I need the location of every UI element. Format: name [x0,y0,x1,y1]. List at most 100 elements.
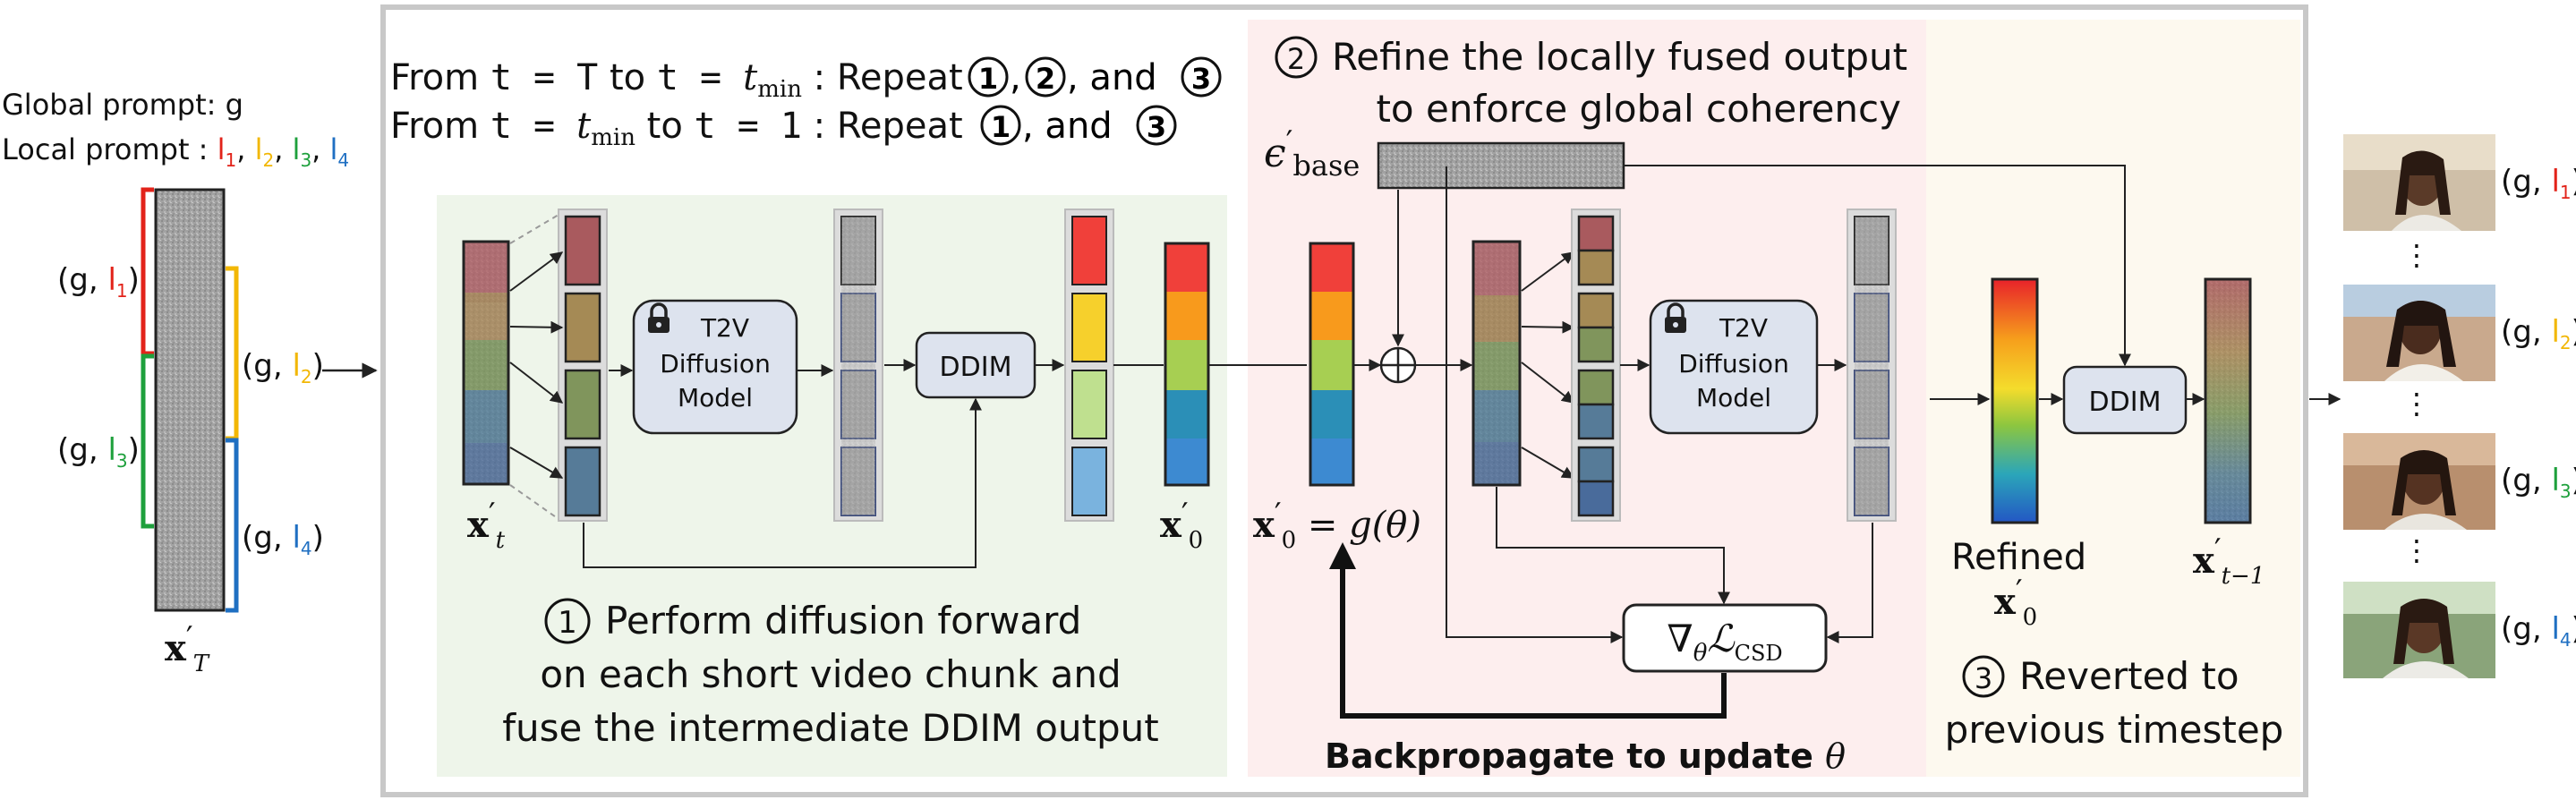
step3-text-2: previous timestep [1945,708,2284,752]
xT-noise-latent [154,188,226,612]
schedule-and-2: , and [1022,106,1113,147]
svg-text:3: 3 [1191,62,1211,96]
svg-text:1: 1 [978,62,998,96]
renoised-latent [1471,240,1522,487]
output-dots-1: ⋮ [2402,238,2431,272]
t2v-model-box-2: T2V Diffusion Model [1649,299,1819,435]
xtm1-label: x′t−1 [2193,532,2265,590]
x0-label: x′0 [1160,497,1203,554]
svg-text:T2V: T2V [700,313,749,343]
arrow-noisepred-to-loss [1826,523,1873,643]
lock-icon-2 [1665,302,1686,333]
output-label-3: (g, l3) [2501,463,2576,502]
svg-text:∇θℒCSD: ∇θℒCSD [1667,617,1782,667]
arrow-split2-2 [1521,320,1575,334]
global-prompt-label: Global prompt: g [2,88,243,122]
t2v-model-box-1: T2V Diffusion Model [632,299,798,435]
backprop-arrow [1329,542,1727,719]
schedule-line-2: From t = tmin to t = 1 : Repeat [390,106,963,151]
output-dots-3: ⋮ [2402,533,2431,567]
arrow-split-3 [509,362,564,404]
schedule-circled-2a: 2 [1025,56,1066,98]
chunk-column-split [558,209,608,522]
arrow-split-2 [509,320,564,334]
step3-text-1: Reverted to [2019,654,2239,698]
chunk-column-noise-pred [833,209,883,522]
bracket-l1 [141,187,154,356]
output-dots-2: ⋮ [2402,387,2431,421]
arrow-split-4 [509,447,564,479]
step1-text-1: Perform diffusion forward [605,599,1081,643]
xt-latent [462,240,510,486]
eps-base-noise [1377,141,1625,190]
ddim-box-2: DDIM [2062,365,2188,435]
chunk-column-denoised [1064,209,1114,522]
output-label-1: (g, l1) [2501,164,2576,203]
refined-label: Refined [1951,537,2086,578]
output-frame-3 [2343,433,2495,530]
dashed-guide-bottom [509,484,559,520]
arrow-eps-to-ddim2 [1624,165,2131,367]
arrow-xt-to-ddim [583,397,982,568]
bracket-l3 [141,353,154,529]
output-label-4: (g, l4) [2501,611,2576,651]
bracket-label-l1: (g, l1) [57,262,140,302]
svg-text:3: 3 [1975,661,1992,695]
schedule-line-1: From t = T to t = tmin : Repeat [390,57,963,103]
x0-g-theta-label: x′0 = g(θ) [1253,497,1421,554]
step3-number: 3 [1962,655,2005,698]
schedule-comma-1: , [1010,57,1021,98]
svg-text:Model: Model [678,383,753,413]
schedule-circled-1a: 1 [968,56,1009,98]
svg-text:2: 2 [1036,62,1055,96]
output-frame-4 [2343,582,2495,678]
csd-loss-box: ∇θℒCSD [1622,603,1828,673]
step1-number: 1 [544,598,591,644]
arrow-split-1 [509,251,564,292]
output-label-2: (g, l2) [2501,314,2576,353]
output-frame-2 [2343,285,2495,381]
step2-text-2: to enforce global coherency [1376,87,1901,131]
bracket-label-l3: (g, l3) [57,432,140,472]
ddim-box-1: DDIM [915,331,1036,399]
svg-text:Diffusion: Diffusion [660,349,771,379]
svg-text:1: 1 [558,605,577,641]
output-frame-1 [2343,134,2495,231]
arrow-split2-3 [1521,362,1575,404]
arrow-eps-to-loss [1446,166,1624,643]
xt-label: x′t [467,497,506,554]
schedule-circled-1b: 1 [980,105,1021,146]
local-prompt-label: Local prompt : l1, l2, l3, l4 [2,132,349,171]
step2-text-1: Refine the locally fused output [1332,35,1907,79]
bracket-l4 [226,438,239,613]
arrow-split2-1 [1521,251,1575,292]
xtm1-latent [2204,277,2252,524]
step1-text-3: fuse the intermediate DDIM output [502,706,1159,750]
svg-text:Model: Model [1696,383,1771,413]
svg-text:2: 2 [1287,42,1305,76]
bracket-label-l2: (g, l2) [242,348,324,387]
arrow-noisy-to-loss [1496,487,1730,605]
chunk-column-noise-pred-2 [1847,209,1897,522]
refined-x0-label: x′0 [1994,574,2037,631]
schedule-circled-3a: 3 [1181,56,1222,98]
schedule-and-1: , and [1067,57,1157,98]
step2-number: 2 [1275,36,1318,79]
svg-text:1: 1 [991,110,1011,144]
x0-fused-latent [1164,242,1210,487]
eps-base-label: ϵ′base [1264,124,1360,183]
x0-g-theta-latent [1309,242,1355,487]
refined-x0-latent [1991,277,2039,524]
schedule-circled-3b: 3 [1136,105,1177,146]
lock-icon [648,302,670,333]
add-icon [1379,346,1417,384]
step1-text-2: on each short video chunk and [540,652,1121,696]
svg-text:DDIM: DDIM [940,352,1012,383]
xT-label: x′T [165,620,210,677]
chunk-column-split-2 [1571,209,1621,522]
svg-text:Diffusion: Diffusion [1678,349,1789,379]
bracket-l2 [226,266,239,441]
arrow-split2-4 [1521,447,1575,479]
